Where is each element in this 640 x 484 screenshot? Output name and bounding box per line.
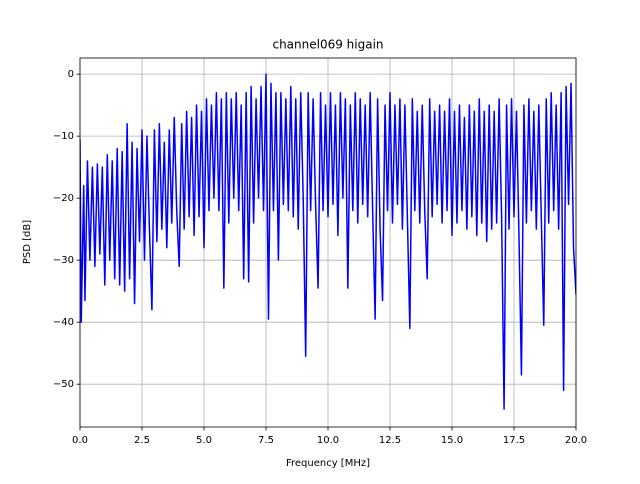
x-axis-label: Frequency [MHz] <box>286 458 370 469</box>
x-tick-label: 10.0 <box>317 435 339 446</box>
x-tick-label: 0.0 <box>72 435 88 446</box>
psd-line <box>80 73 576 410</box>
x-tick-label: 15.0 <box>441 435 463 446</box>
y-axis-label: PSD [dB] <box>22 220 33 264</box>
chart-title: channel069 higain <box>272 38 383 52</box>
x-tick-label: 20.0 <box>565 435 587 446</box>
x-tick-label: 5.0 <box>196 435 212 446</box>
y-tick-label: −50 <box>53 379 74 390</box>
x-tick-label: 7.5 <box>258 435 274 446</box>
x-tick-label: 2.5 <box>134 435 150 446</box>
x-tick-label: 17.5 <box>503 435 525 446</box>
y-tick-label: −40 <box>53 317 74 328</box>
y-tick-label: 0 <box>68 69 74 80</box>
y-tick-label: −20 <box>53 193 74 204</box>
y-tick-label: −10 <box>53 131 74 142</box>
plot-frame <box>79 57 577 428</box>
x-tick-label: 12.5 <box>379 435 401 446</box>
y-tick-label: −30 <box>53 255 74 266</box>
